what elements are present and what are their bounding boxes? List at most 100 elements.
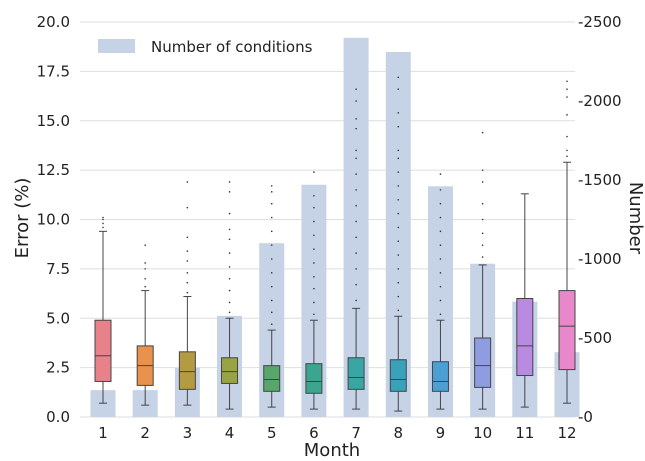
outlier-point [144,244,146,246]
outlier-point [313,195,315,197]
outlier-point [355,149,357,152]
outlier-point [397,281,400,284]
left-y-ticks: 0.0 2.5 5.0 7.5 10.0 12.5 15.0 17.5 20.0 [37,13,70,426]
outlier-point [566,96,568,98]
outlier-point [186,236,189,239]
iqr-box [221,357,239,384]
iqr-box [474,337,492,388]
outlier-point [566,135,568,138]
right-y-axis-title: Number [625,182,645,255]
outlier-point [439,202,442,205]
outlier-point [481,169,484,171]
outlier-point [439,285,442,288]
outlier-point [228,228,231,231]
outlier-point [270,191,273,193]
iqr-box [389,359,407,392]
outlier-point [270,299,273,302]
outlier-point [355,220,357,223]
outlier-point [439,189,442,191]
right-y-tick-label: -1500 [578,171,622,189]
outlier-point [397,149,400,152]
right-y-ticks: -0 -500 -1000 -1500 -2000 -2500 [578,13,622,426]
outlier-point [228,289,231,292]
outlier-point [355,127,357,130]
outlier-point [228,311,231,314]
outlier-point [228,277,231,280]
outlier-point [313,313,315,316]
iqr-box [178,351,196,390]
box-month-7 [347,88,365,410]
outlier-point [313,262,315,264]
outlier-point [228,301,231,304]
outlier-point [355,100,357,102]
x-tick-label: 12 [557,424,576,442]
box-month-12 [558,80,576,404]
legend: Number of conditions [98,38,313,56]
outlier-point [355,157,357,160]
left-y-tick-label: 0.0 [46,408,70,426]
outlier-point [397,226,400,229]
outlier-point [102,218,104,221]
outlier-point [270,272,273,274]
outlier-point [566,88,568,90]
right-y-tick-label: -1000 [578,250,622,268]
outlier-point [270,202,273,205]
iqr-box [558,290,576,371]
legend-label: Number of conditions [151,38,313,56]
box-month-1 [94,216,112,404]
outlier-point [186,281,189,284]
outlier-point [566,149,568,152]
box-month-6 [305,171,323,410]
box-month-10 [474,131,492,410]
right-y-tick-label: -0 [578,408,593,426]
grid-lines [80,21,575,418]
outlier-point [186,181,189,183]
outlier-point [186,260,189,262]
outlier-point [439,173,442,175]
outlier-point [228,252,231,254]
error-boxes [94,76,576,412]
outlier-point [566,80,568,83]
legend-swatch [98,39,135,53]
iqr-box [347,357,365,390]
outlier-point [397,157,400,160]
outlier-point [439,313,442,316]
outlier-point [397,88,400,90]
outlier-point [397,309,400,312]
left-y-tick-label: 2.5 [46,359,70,377]
outlier-point [313,220,315,223]
outlier-point [144,285,146,288]
x-tick-label: 2 [140,424,150,442]
outlier-point [397,112,400,114]
outlier-point [102,222,104,225]
outlier-point [481,232,484,235]
right-y-tick-label: -2000 [578,92,622,110]
outlier-point [397,198,400,201]
outlier-point [397,212,400,215]
outlier-point [439,230,442,233]
outlier-point [566,114,568,116]
outlier-point [270,185,273,187]
left-y-tick-label: 5.0 [46,309,70,327]
box-month-2 [136,244,154,406]
outlier-point [481,131,484,134]
outlier-point [270,244,273,246]
outlier-point [186,250,189,252]
x-tick-label: 7 [351,424,361,442]
outlier-point [355,236,357,239]
outlier-point [144,268,146,270]
outlier-point [313,171,315,173]
x-tick-label: 3 [183,424,193,442]
outlier-point [397,254,400,256]
outlier-point [397,76,400,79]
outlier-point [439,272,442,274]
outlier-point [228,212,231,215]
x-tick-label: 6 [309,424,319,442]
left-y-tick-label: 12.5 [37,161,70,179]
outlier-point [481,181,484,183]
outlier-point [481,202,484,205]
outlier-point [355,252,357,254]
box-month-11 [516,193,534,408]
outlier-point [313,287,315,290]
outlier-point [313,301,315,304]
